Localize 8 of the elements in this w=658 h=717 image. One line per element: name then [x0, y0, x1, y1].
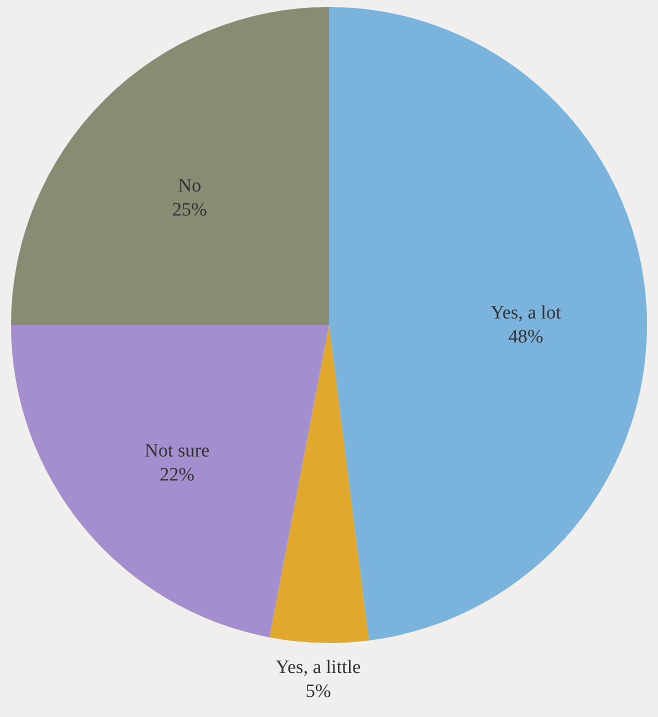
slice-label: No: [178, 176, 202, 197]
data-label: 22%: [160, 464, 195, 486]
slice-label: Not sure: [144, 440, 210, 462]
slice-label: Yes, a lot: [490, 302, 562, 324]
slice-label: Yes, a little: [276, 656, 361, 678]
data-label: 5%: [306, 680, 332, 702]
data-label: 48%: [508, 326, 544, 348]
data-label: 25%: [172, 200, 208, 221]
